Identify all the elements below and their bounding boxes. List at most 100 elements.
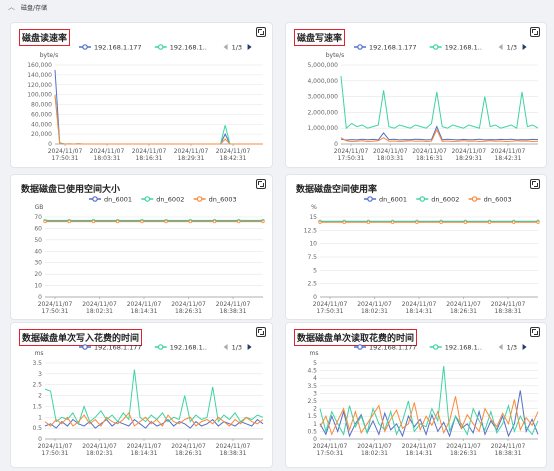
x-tick-date: 2024/11/07 [446,443,481,450]
y-tick-label: 12.5 [304,227,318,234]
chart-svg: 192.168.1.177 192.168.1.. 1/3 byte/s 0 20,000… [27,44,263,162]
legend-label: dn_6002 [431,196,459,204]
x-tick-time: 18:14:31 [131,450,158,457]
x-tick-date: 2024/11/07 [357,301,392,308]
data-point [140,219,144,224]
fullscreen-icon[interactable] [256,327,266,337]
y-tick-label: 140,000 [27,72,52,79]
x-tick-time: 18:14:31 [131,308,158,315]
fullscreen-icon[interactable] [256,27,266,37]
x-tick-time: 18:14:31 [406,308,433,315]
series-line[interactable] [54,94,263,145]
x-tick-time: 17:50:31 [42,450,69,457]
y-tick-label: 1.5 [32,403,42,410]
legend-item[interactable]: dn_6002 [141,196,184,204]
fullscreen-icon[interactable] [530,327,540,337]
y-tick-label: 3 [313,390,317,397]
series-line[interactable] [319,365,539,436]
y-tick-label: 2 [313,406,317,413]
series-line[interactable] [44,418,264,429]
y-tick-label: 30 [34,260,42,267]
legend-pager[interactable]: 1/3 [498,44,527,52]
series-line[interactable] [44,369,264,426]
y-tick-label: 10 [34,283,42,290]
y-tick-label: 60,000 [31,111,52,118]
x-tick-time: 18:29:31 [455,155,482,162]
fullscreen-icon[interactable] [256,179,266,189]
section-title: 磁盘/存储 [21,4,48,12]
pager-prev-icon [498,344,503,350]
legend-label: 192.168.1.. [170,344,207,352]
legend-item[interactable]: 192.168.1.. [429,44,482,52]
legend-item[interactable]: dn_6003 [468,196,512,204]
panel-title: 数据磁盘已使用空间大小 [21,185,121,195]
legend-item[interactable]: dn_6001 [89,196,132,204]
y-tick-label: 2 [38,393,42,400]
x-tick-time: 18:02:31 [86,450,113,457]
legend-item[interactable]: dn_6001 [364,196,407,204]
chart-svg: 192.168.1.177 192.168.1.. 1/3 byte/s 0 1,000,… [307,44,539,162]
x-tick-time: 18:16:31 [136,155,163,162]
legend-item[interactable]: 192.168.1.177 [79,44,142,52]
chevron-up-icon[interactable]: ︿ [8,3,15,11]
data-point [43,219,47,224]
legend-item[interactable]: 192.168.1.. [429,344,482,352]
x-tick-date: 2024/11/07 [491,301,526,308]
section-header[interactable]: ︿ 磁盘/存储 [0,0,554,14]
legend-pager[interactable]: 1/3 [223,44,252,52]
panel-title: 数据磁盘单次写入花费的时间 [19,329,143,346]
x-tick-date: 2024/11/07 [412,148,447,155]
legend-item[interactable]: dn_6002 [416,196,459,204]
data-point [164,219,168,224]
series-line[interactable] [319,396,539,436]
legend-pager[interactable]: 1/3 [223,344,252,352]
y-unit-label: ms [310,350,319,357]
x-tick-time: 18:29:31 [178,155,205,162]
legend-item[interactable]: 192.168.1.. [154,44,207,52]
series-line[interactable] [319,390,539,438]
pager-next-icon [247,344,252,350]
x-tick-time: 18:14:31 [406,450,433,457]
legend-item[interactable]: 192.168.1.177 [354,344,417,352]
y-tick-label: 2.5 [307,398,317,405]
legend-pager[interactable]: 1/3 [498,344,527,352]
series-line[interactable] [44,411,264,427]
data-point [512,220,516,224]
panel-disk-write: 磁盘写速率 192.168.1.177 192.168.1.. 1/3 byte/s 0 1… [285,22,547,168]
series-line[interactable] [54,69,263,145]
y-tick-label: 4 [313,375,317,382]
legend-item[interactable]: 192.168.1.177 [354,44,417,52]
x-tick-date: 2024/11/07 [313,301,348,308]
x-tick-time: 18:38:31 [220,308,247,315]
series-line[interactable] [340,125,539,141]
x-tick-time: 18:02:31 [361,450,388,457]
series-line[interactable] [54,95,263,145]
pager-next-icon [522,344,527,350]
panel-title: 磁盘读速率 [19,29,71,46]
legend-item[interactable]: 192.168.1.177 [79,344,142,352]
legend-label: dn_6001 [379,196,407,204]
x-tick-date: 2024/11/07 [402,443,437,450]
x-tick-date: 2024/11/07 [373,148,408,155]
y-tick-label: 4.5 [307,368,317,375]
x-tick-date: 2024/11/07 [451,148,486,155]
y-tick-label: 7.5 [307,254,317,261]
chart-svg: dn_6001 dn_6002 dn_6003 GB 0 10 20 30 40 50 60 70 20… [34,196,265,315]
y-tick-label: 0 [38,436,42,443]
x-tick-date: 2024/11/07 [334,148,369,155]
y-unit-label: GB [35,204,44,211]
fullscreen-icon[interactable] [530,27,540,37]
series-line[interactable] [340,76,539,130]
fullscreen-icon[interactable] [530,179,540,189]
data-point [318,220,322,224]
pager-text: 1/3 [507,344,517,352]
series-line[interactable] [340,128,539,143]
pager-text: 1/3 [507,44,517,52]
legend-item[interactable]: dn_6003 [193,196,237,204]
y-tick-label: 4,000,000 [307,78,338,85]
pager-prev-icon [498,44,503,50]
x-tick-time: 17:50:31 [52,155,79,162]
legend-item[interactable]: 192.168.1.. [154,344,207,352]
data-point [261,219,265,224]
pager-text: 1/3 [232,44,242,52]
